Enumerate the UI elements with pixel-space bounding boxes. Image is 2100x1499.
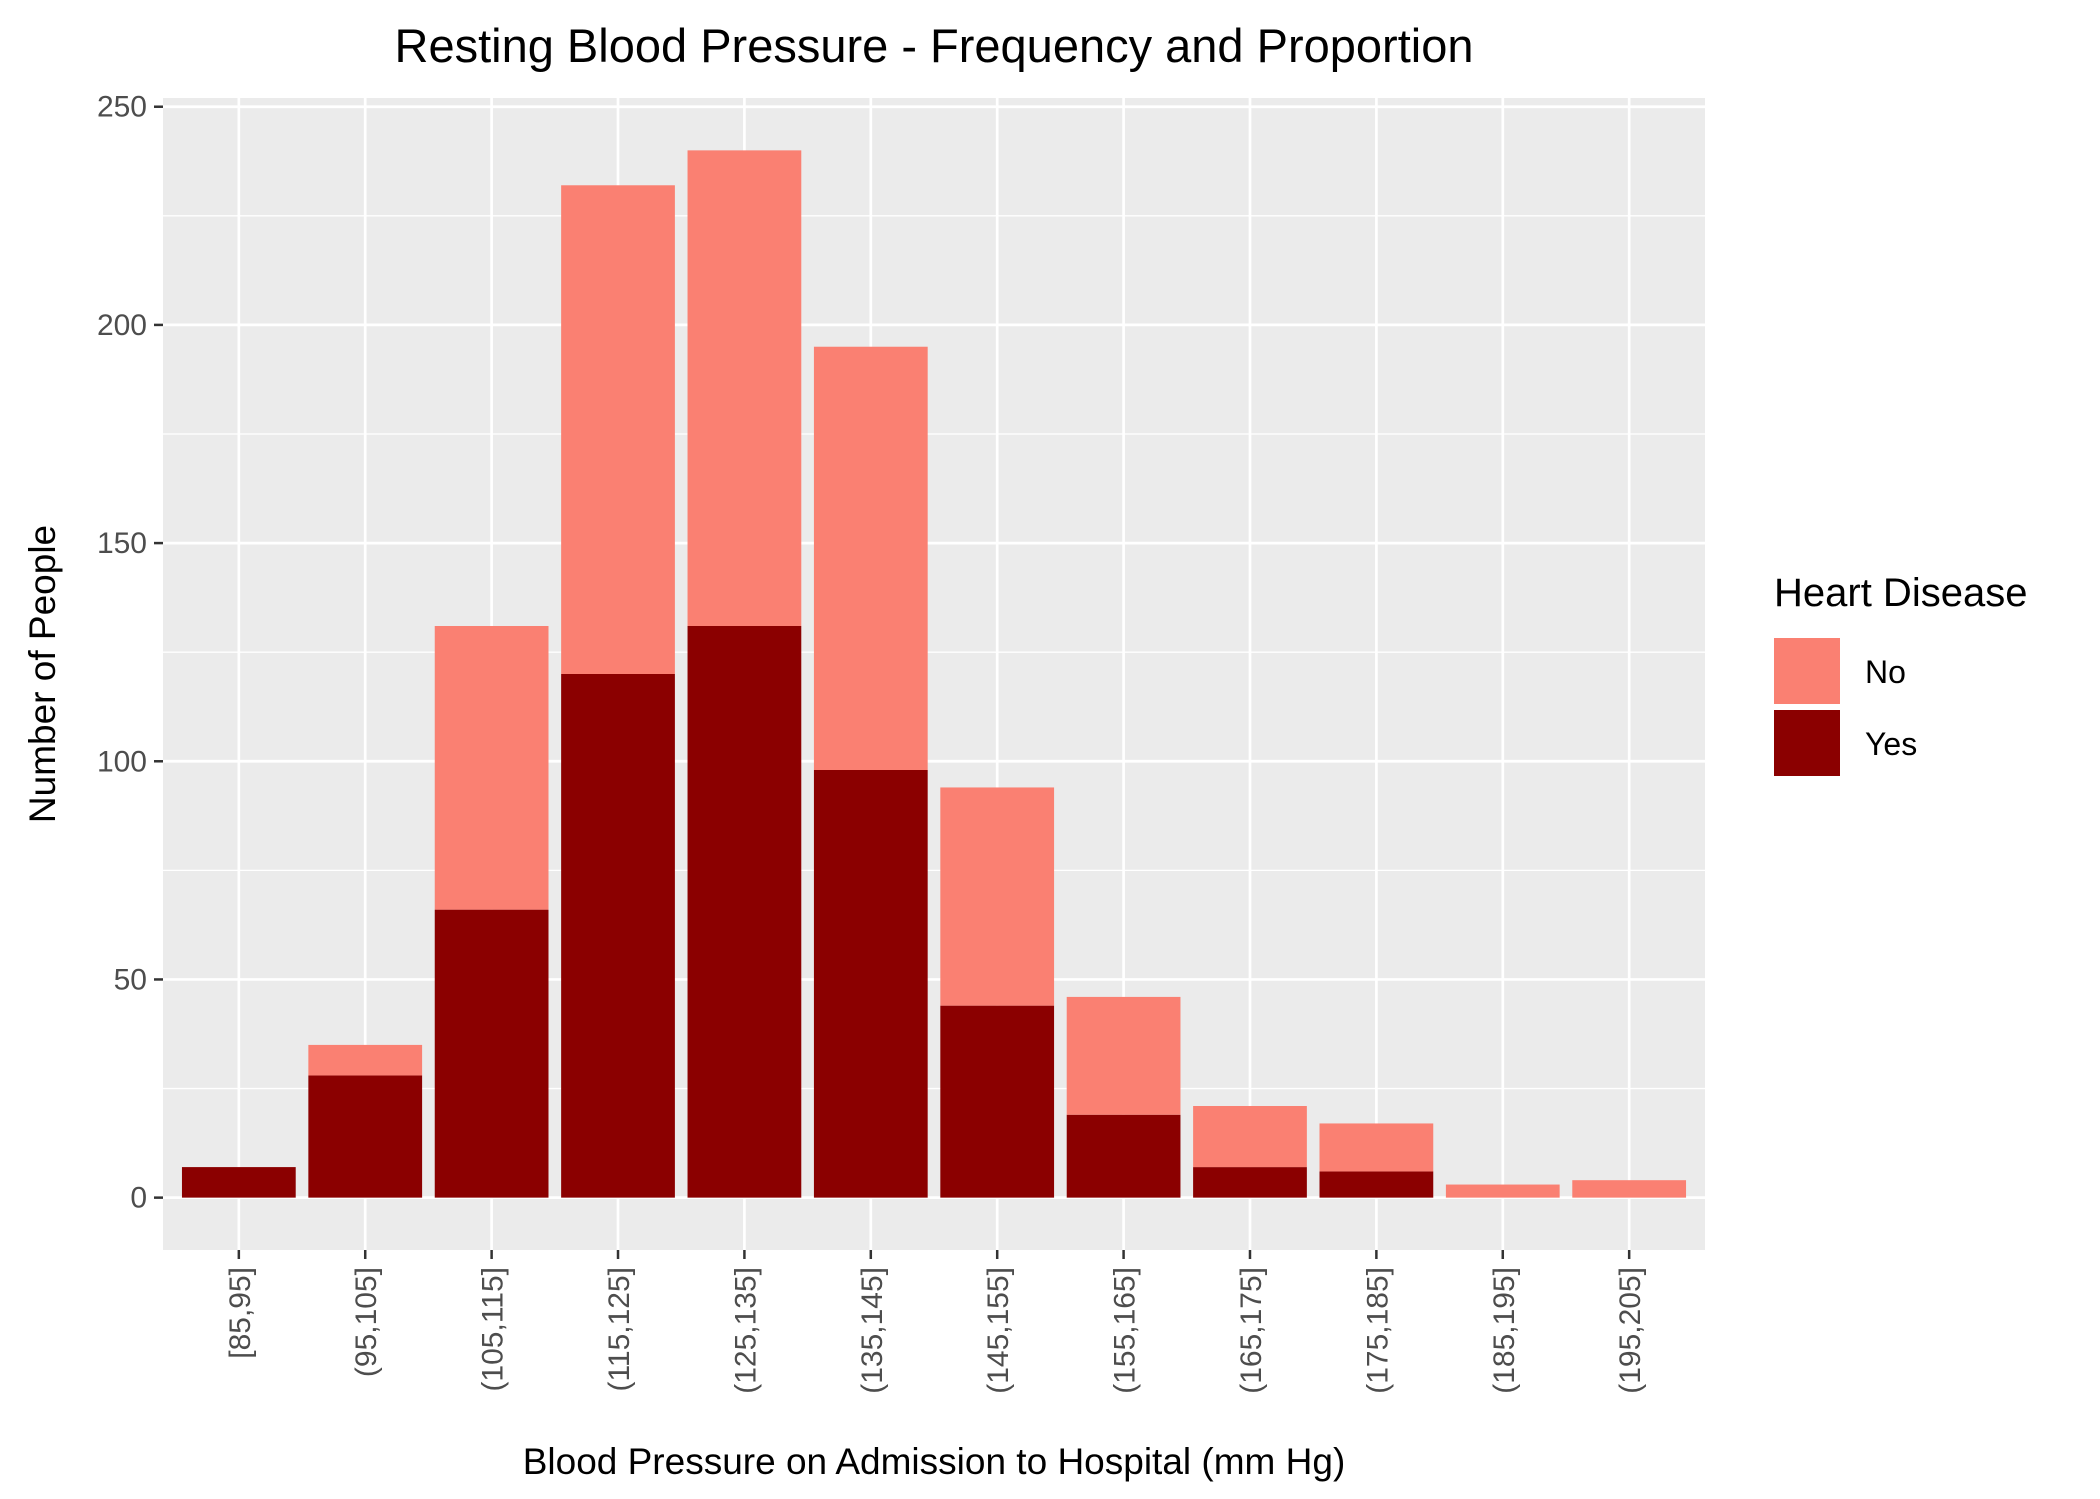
x-tick-label: (135,145] — [856, 1267, 889, 1394]
x-tick-label: (165,175] — [1235, 1267, 1268, 1394]
x-tick-label: [85,95] — [224, 1267, 257, 1359]
x-tick-label: (115,125] — [603, 1267, 636, 1392]
x-tick-label: (195,205] — [1614, 1267, 1647, 1394]
bar-yes-3 — [561, 674, 675, 1198]
bar-no-5 — [813, 346, 928, 770]
legend: Heart Disease No Yes — [1774, 571, 2027, 776]
y-tick-label: 50 — [114, 963, 147, 996]
bar-no-2 — [434, 626, 549, 910]
y-tick-label: 250 — [97, 91, 147, 124]
bar-yes-1 — [308, 1075, 423, 1198]
y-tick-label: 200 — [97, 309, 147, 342]
legend-label-no: No — [1865, 654, 1906, 690]
bar-no-7 — [1066, 996, 1181, 1115]
bar-yes-6 — [940, 1005, 1055, 1198]
legend-label-yes: Yes — [1865, 726, 1917, 762]
y-axis-title: Number of People — [22, 525, 63, 823]
bar-no-6 — [940, 787, 1055, 1006]
bar-no-9 — [1319, 1123, 1434, 1172]
x-tick-label: (95,105] — [350, 1267, 383, 1377]
bar-yes-9 — [1319, 1171, 1434, 1198]
x-tick-label: (145,155] — [982, 1267, 1015, 1394]
bar-no-11 — [1572, 1180, 1687, 1198]
x-tick-label: (185,195] — [1488, 1267, 1521, 1394]
bar-no-1 — [308, 1044, 423, 1076]
y-tick-label: 100 — [97, 745, 147, 778]
legend-title: Heart Disease — [1774, 571, 2027, 615]
bar-yes-2 — [434, 909, 549, 1198]
bars — [181, 150, 1687, 1198]
bar-no-10 — [1445, 1184, 1560, 1198]
bar-no-3 — [561, 185, 675, 675]
bar-no-8 — [1193, 1106, 1307, 1168]
y-tick-label: 150 — [97, 527, 147, 560]
legend-key-no — [1774, 638, 1840, 704]
bar-yes-8 — [1193, 1167, 1307, 1198]
bar-no-4 — [687, 150, 802, 626]
bar-yes-7 — [1066, 1114, 1181, 1198]
legend-key-yes — [1774, 710, 1840, 776]
x-axis-title: Blood Pressure on Admission to Hospital … — [523, 1441, 1346, 1482]
x-axis: [85,95] (95,105] (105,115] (115,125] (125,13… — [224, 1250, 1647, 1394]
legend-items: No Yes — [1774, 638, 1917, 776]
x-tick-label: (105,115] — [477, 1267, 510, 1392]
bar-yes-5 — [813, 770, 928, 1198]
bar-yes-0 — [181, 1167, 296, 1198]
y-tick-label: 0 — [130, 1182, 147, 1215]
bar-yes-4 — [687, 626, 802, 1198]
x-tick-label: (175,185] — [1361, 1267, 1394, 1394]
x-tick-label: (155,165] — [1109, 1267, 1142, 1394]
chart-title: Resting Blood Pressure - Frequency and P… — [395, 19, 1474, 72]
y-axis: 0 50 100 150 200 250 — [97, 91, 163, 1215]
x-tick-label: (125,135] — [729, 1267, 762, 1394]
